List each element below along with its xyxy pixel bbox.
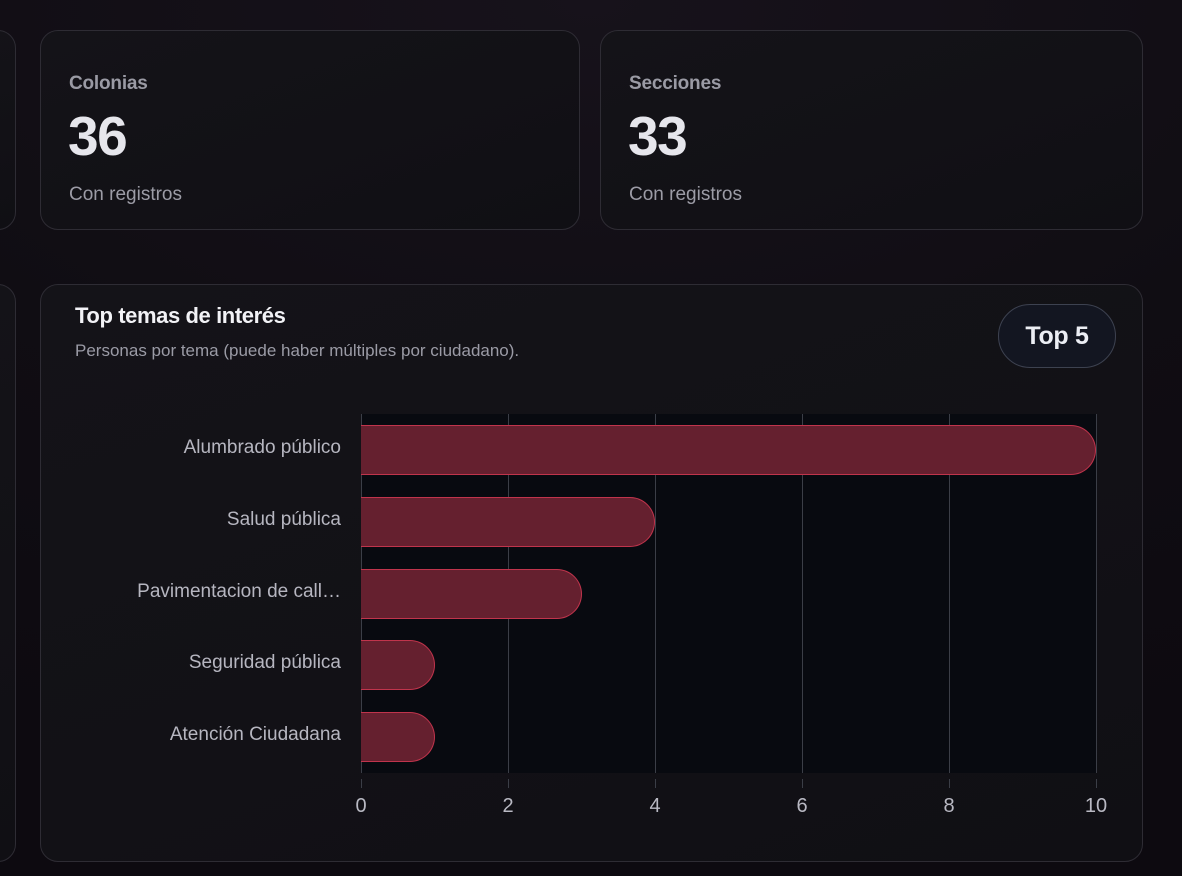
stat-card-subtitle: Con registros	[629, 184, 742, 205]
stat-card-secciones[interactable]: Secciones 33 Con registros	[600, 30, 1143, 230]
stat-card-value: 36	[68, 105, 128, 167]
axis-tick	[361, 779, 362, 788]
axis-tick	[655, 779, 656, 788]
horizontal-bar-chart: 0 2 4 6 8 10 Alumbrado público Salud pública Pav…	[41, 285, 1142, 861]
chart-bar[interactable]	[361, 497, 655, 547]
chart-gridline	[802, 414, 803, 773]
x-axis-tick-label: 10	[1084, 795, 1108, 817]
top-temas-chart-card: Top temas de interés Personas por tema (…	[40, 284, 1143, 862]
chart-subtitle: Personas por tema (puede haber múltiples…	[75, 341, 520, 360]
x-axis-tick-label: 0	[355, 795, 367, 817]
top-5-badge[interactable]: Top 5	[998, 304, 1116, 368]
stat-card-title: Secciones	[629, 73, 722, 94]
chart-bar[interactable]	[361, 425, 1096, 475]
chart-bar[interactable]	[361, 569, 582, 619]
axis-tick	[949, 779, 950, 788]
x-axis-tick-label: 8	[943, 795, 955, 817]
y-axis-category-label: Atención Ciudadana	[169, 724, 341, 745]
page-title: Top temas de interés	[75, 303, 286, 328]
y-axis-category-label: Alumbrado público	[183, 437, 341, 458]
chart-gridline	[655, 414, 656, 773]
axis-tick	[802, 779, 803, 788]
x-axis-tick-label: 6	[796, 795, 808, 817]
offscreen-card-top	[0, 30, 16, 230]
stat-card-value: 33	[628, 105, 688, 167]
chart-bar[interactable]	[361, 712, 435, 762]
stat-card-title: Colonias	[69, 73, 148, 94]
chart-bar[interactable]	[361, 640, 435, 690]
stat-card-colonias[interactable]: Colonias 36 Con registros	[40, 30, 580, 230]
y-axis-category-label: Salud pública	[226, 509, 341, 530]
axis-tick	[1096, 779, 1097, 788]
y-axis-category-label: Pavimentacion de call…	[137, 581, 341, 602]
axis-tick	[508, 779, 509, 788]
chart-gridline	[1096, 414, 1097, 773]
chart-gridline	[949, 414, 950, 773]
stat-card-subtitle: Con registros	[69, 184, 182, 205]
offscreen-card-bottom	[0, 284, 16, 862]
y-axis-category-label: Seguridad pública	[188, 652, 341, 673]
x-axis-tick-label: 4	[649, 795, 661, 817]
x-axis-tick-label: 2	[502, 795, 514, 817]
